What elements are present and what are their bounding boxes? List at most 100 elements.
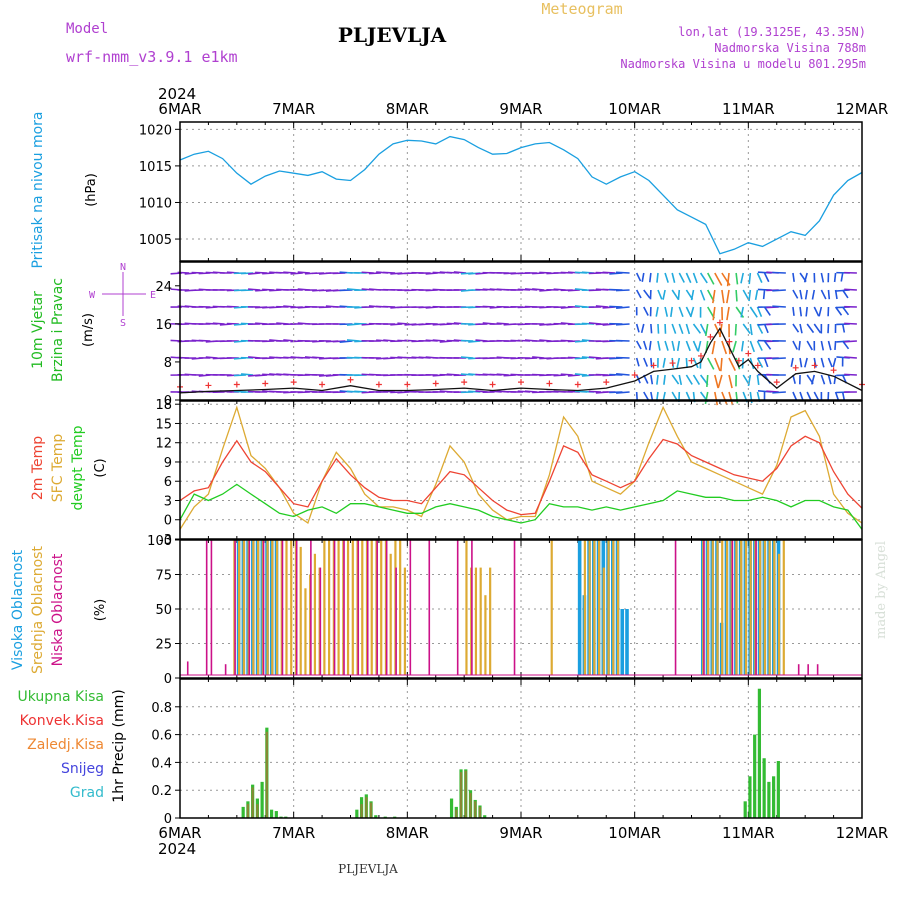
wind-arrow [657, 323, 660, 334]
lonlat-label: lon,lat (19.3125E, 43.35N) [678, 25, 866, 39]
compass-east: E [150, 290, 156, 301]
wind-arrow [763, 357, 769, 368]
gust-marker [432, 380, 439, 387]
precip-legend-item: Snijeg [61, 761, 104, 777]
wind-arrow [754, 289, 759, 301]
precip-convective-bar [369, 802, 373, 818]
cloud-low-bar [343, 540, 345, 675]
cloud-mid-bar [337, 540, 340, 675]
y-tick-label: 0 [164, 812, 172, 827]
precip-total-bar [355, 809, 359, 818]
wind-arrow [799, 323, 803, 334]
wind-arrow [689, 306, 695, 318]
temp-sfc-line [179, 405, 863, 530]
time-tick-label: 10MAR [608, 100, 661, 118]
cloud-low-bar [281, 540, 284, 675]
wind-arrow [818, 306, 823, 317]
gust-marker [205, 382, 212, 389]
precip-convective-bar [265, 731, 268, 818]
precip-convective-bar [464, 770, 467, 818]
precip-convective-bar [360, 804, 363, 818]
wind-arrow [648, 272, 652, 283]
wind-arrow [616, 306, 630, 309]
time-tick-label: 8MAR [386, 824, 429, 842]
wind-arrow [772, 289, 786, 292]
cloud-mid-bar [346, 540, 350, 675]
wind-arrow [678, 306, 684, 318]
pressure-panel: 1005 1010 1015 1020 [139, 121, 863, 262]
elevation-label: Nadmorska Visina 788m [714, 41, 866, 55]
wind-compass-icon: N W E S [89, 262, 156, 329]
wind-arrow [714, 272, 723, 286]
wind-arrow [721, 391, 728, 406]
cloud-low-bar [366, 540, 369, 675]
wind-arrow [844, 356, 857, 359]
time-tick-label: 11MAR [722, 100, 775, 118]
precip-legend-item: Grad [70, 785, 104, 801]
wind-arrow [635, 272, 642, 282]
wind-arrow [842, 289, 849, 299]
wind-arrow [832, 357, 837, 368]
wind-arrow [742, 323, 751, 335]
cloud-low-bar [186, 661, 189, 675]
y-tick-label: 0 [164, 672, 172, 687]
wind-arrow [468, 340, 481, 343]
wind-arrow [588, 390, 602, 393]
wind-arrow [726, 306, 730, 321]
gust-marker [404, 381, 411, 388]
precip-convective-bar [459, 772, 463, 818]
precip-legend-item: Ukupna Kisa [17, 689, 104, 705]
wind-arrow [248, 288, 261, 291]
gust-marker [792, 364, 799, 371]
time-tick-label: 12MAR [836, 100, 889, 118]
wind-arrow [834, 289, 838, 300]
wind-arrow [640, 323, 645, 333]
wind-arrow [720, 357, 723, 372]
year-label-top: 2024 [158, 85, 196, 103]
cloud-mid-bar [583, 540, 586, 675]
wind-arrow [714, 357, 721, 372]
cloud-mid-bar [323, 540, 326, 675]
wind-arrow [717, 374, 723, 389]
wind-arrow [740, 272, 745, 284]
time-tick-label: 12MAR [836, 824, 889, 842]
wind-panel: 0 8 16 24 [155, 261, 865, 409]
panel-border [179, 539, 863, 679]
gust-marker [518, 379, 524, 386]
precip-total-bar [772, 776, 776, 818]
cloud-mid-bar [389, 553, 392, 675]
wind-arrow [662, 357, 666, 368]
compass-west: W [89, 290, 96, 301]
wind-arrow [820, 272, 825, 283]
wind-arrow [772, 305, 786, 308]
cloud-mid-bar [777, 553, 781, 675]
wind-arrow [643, 391, 650, 401]
gust-marker [574, 381, 581, 388]
wind-arrow [609, 305, 623, 308]
wind-arrow [685, 357, 688, 369]
time-tick-label: 7MAR [272, 824, 315, 842]
cloud-mid-bar [706, 540, 710, 675]
wind-arrow [692, 272, 698, 284]
wind-arrow [726, 272, 730, 287]
cloud-label-high: Visoka Oblacnost [10, 549, 26, 670]
wind-arrow [664, 272, 669, 283]
wind-arrow [799, 306, 803, 317]
wind-arrow [704, 391, 709, 405]
wind-arrow [834, 340, 837, 351]
cloud-mid-bar [782, 540, 785, 675]
gust-marker [697, 352, 704, 359]
wind-arrow [453, 271, 467, 274]
wind-arrow [643, 289, 651, 299]
gust-marker [290, 379, 297, 386]
wind-arrow [763, 323, 769, 334]
wind-arrow [726, 289, 730, 304]
wind-arrow [728, 374, 733, 389]
cloud-low-bar [674, 540, 677, 675]
panel-border [179, 261, 863, 401]
y-tick-label: 1015 [139, 160, 172, 175]
wind-arrow [685, 272, 692, 284]
cloud-mid-bar [474, 567, 478, 675]
cloud-mid-bar [313, 553, 317, 675]
model-label: Model [66, 21, 108, 37]
